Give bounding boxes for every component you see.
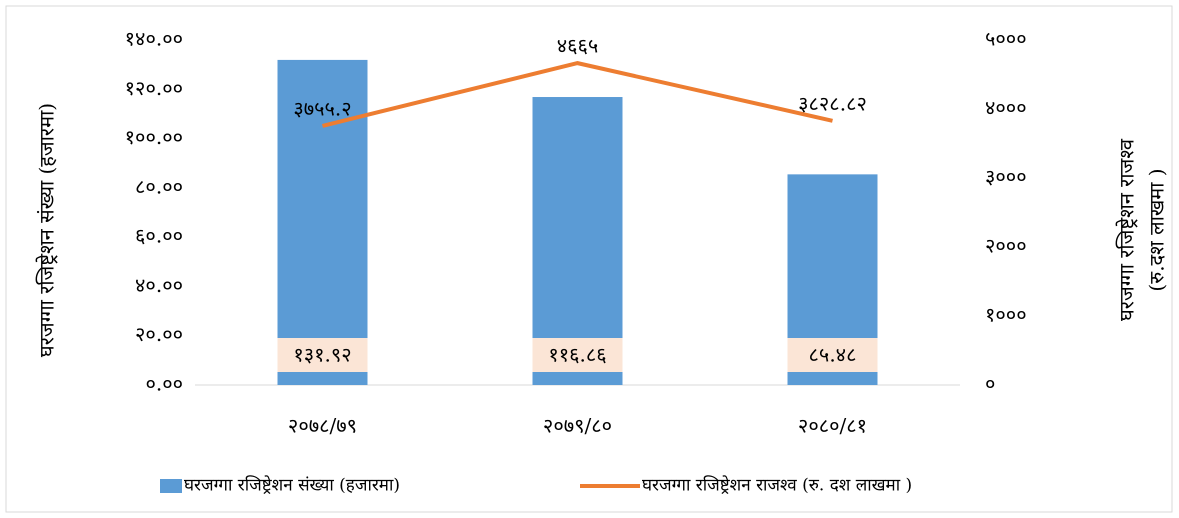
- legend-swatch: [160, 479, 182, 493]
- data-label-box: [277, 338, 368, 372]
- bar: [532, 97, 623, 386]
- y-tick-label: ८०.००: [135, 174, 183, 198]
- x-tick-label: २०७८/७९: [288, 414, 357, 438]
- data-label: ४६६५: [557, 34, 599, 58]
- y-tick-label: २०.००: [135, 322, 183, 346]
- data-label: ३८२८.८२: [798, 91, 867, 115]
- legend-label: घरजग्गा रजिष्ट्रेशन संख्या (हजारमा): [184, 475, 400, 496]
- x-tick-label: २०७९/८०: [543, 414, 612, 438]
- y2-axis-title: (रु.दश लाखमा ): [1145, 168, 1169, 291]
- y-tick-label: १००.००: [125, 125, 183, 149]
- data-label: ११६.८६: [548, 343, 606, 367]
- line: [322, 61, 833, 128]
- data-label: ३७५५.२: [293, 96, 351, 120]
- y2-tick-label: २०००: [985, 234, 1027, 258]
- data-label: १३१.९२: [293, 343, 351, 367]
- y2-tick-label: ३०००: [985, 165, 1027, 189]
- y-tick-label: ०.००: [145, 372, 183, 396]
- legend-label: घरजग्गा रजिष्ट्रेशन राजश्व (रु. दश लाखमा…: [642, 475, 912, 496]
- y2-tick-label: ५०००: [985, 27, 1027, 51]
- y-tick-label: ४०.००: [135, 273, 183, 297]
- y-tick-label: १२०.००: [125, 76, 183, 100]
- data-label-box: [532, 338, 623, 372]
- y2-tick-label: ०: [985, 372, 995, 396]
- bar: [277, 59, 368, 385]
- y2-tick-label: १०००: [985, 303, 1027, 327]
- y-tick-label: ६०.००: [135, 224, 183, 248]
- x-tick-label: २०८०/८१: [798, 414, 867, 438]
- data-label-box: [787, 338, 878, 372]
- y-tick-label: १४०.००: [125, 27, 183, 51]
- y2-tick-label: ४०००: [985, 96, 1027, 120]
- y2-axis-title: घरजग्गा रजिष्ट्रेशन राजश्व: [1115, 138, 1139, 321]
- y-axis-title: घरजग्गा रजिष्ट्रेशन संख्या (हजारमा): [35, 103, 59, 357]
- data-label: ८५.४८: [809, 343, 857, 367]
